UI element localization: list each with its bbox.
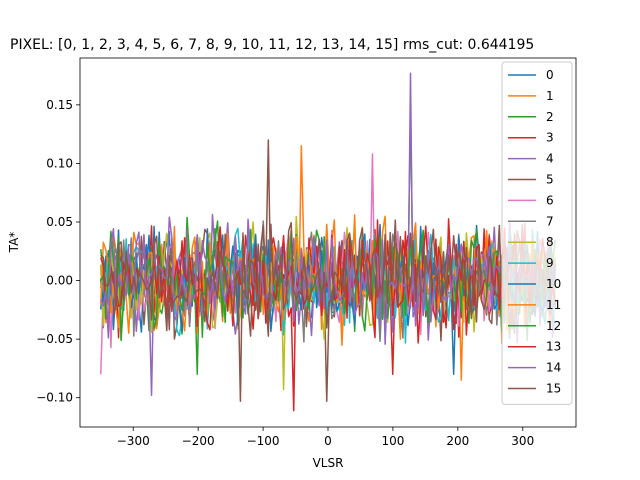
x-tick-label: 300 [511, 434, 534, 448]
x-tick-label: −100 [247, 434, 280, 448]
y-tick-label: 0.00 [46, 274, 73, 288]
y-tick-label: 0.15 [46, 98, 73, 112]
legend-box [501, 61, 573, 405]
legend-label: 2 [546, 110, 554, 124]
x-tick-label: 100 [381, 434, 404, 448]
y-axis: −0.10 −0.05 0.00 0.05 0.10 0.15 [36, 98, 80, 405]
x-axis-label: VLSR [313, 456, 344, 470]
legend-label: 5 [546, 173, 554, 187]
y-axis-label: TA* [7, 232, 21, 254]
x-tick-label: 200 [446, 434, 469, 448]
legend-label: 9 [546, 256, 554, 270]
legend-label: 12 [546, 319, 561, 333]
legend-label: 4 [546, 152, 554, 166]
series-line-15 [100, 219, 556, 402]
legend-label: 6 [546, 193, 554, 207]
x-tick-label: 0 [324, 434, 332, 448]
series-layer [100, 72, 556, 412]
legend-label: 10 [546, 277, 561, 291]
legend-label: 1 [546, 89, 554, 103]
series-line-14 [100, 216, 556, 345]
legend-label: 3 [546, 131, 554, 145]
legend-label: 15 [546, 382, 561, 396]
legend-label: 7 [546, 214, 554, 228]
y-tick-label: 0.05 [46, 215, 73, 229]
y-tick-label: 0.10 [46, 156, 73, 170]
legend-label: 8 [546, 235, 554, 249]
legend-label: 14 [546, 361, 561, 375]
x-tick-label: −300 [117, 434, 150, 448]
chart-title: PIXEL: [0, 1, 2, 3, 4, 5, 6, 7, 8, 9, 10… [10, 37, 534, 53]
y-tick-label: −0.05 [36, 332, 73, 346]
legend-label: 13 [546, 340, 561, 354]
legend-label: 11 [546, 298, 561, 312]
x-axis: −300 −200 −100 0 100 200 300 [117, 427, 534, 448]
y-tick-label: −0.10 [36, 391, 73, 405]
x-tick-label: −200 [182, 434, 215, 448]
legend-label: 0 [546, 68, 554, 82]
